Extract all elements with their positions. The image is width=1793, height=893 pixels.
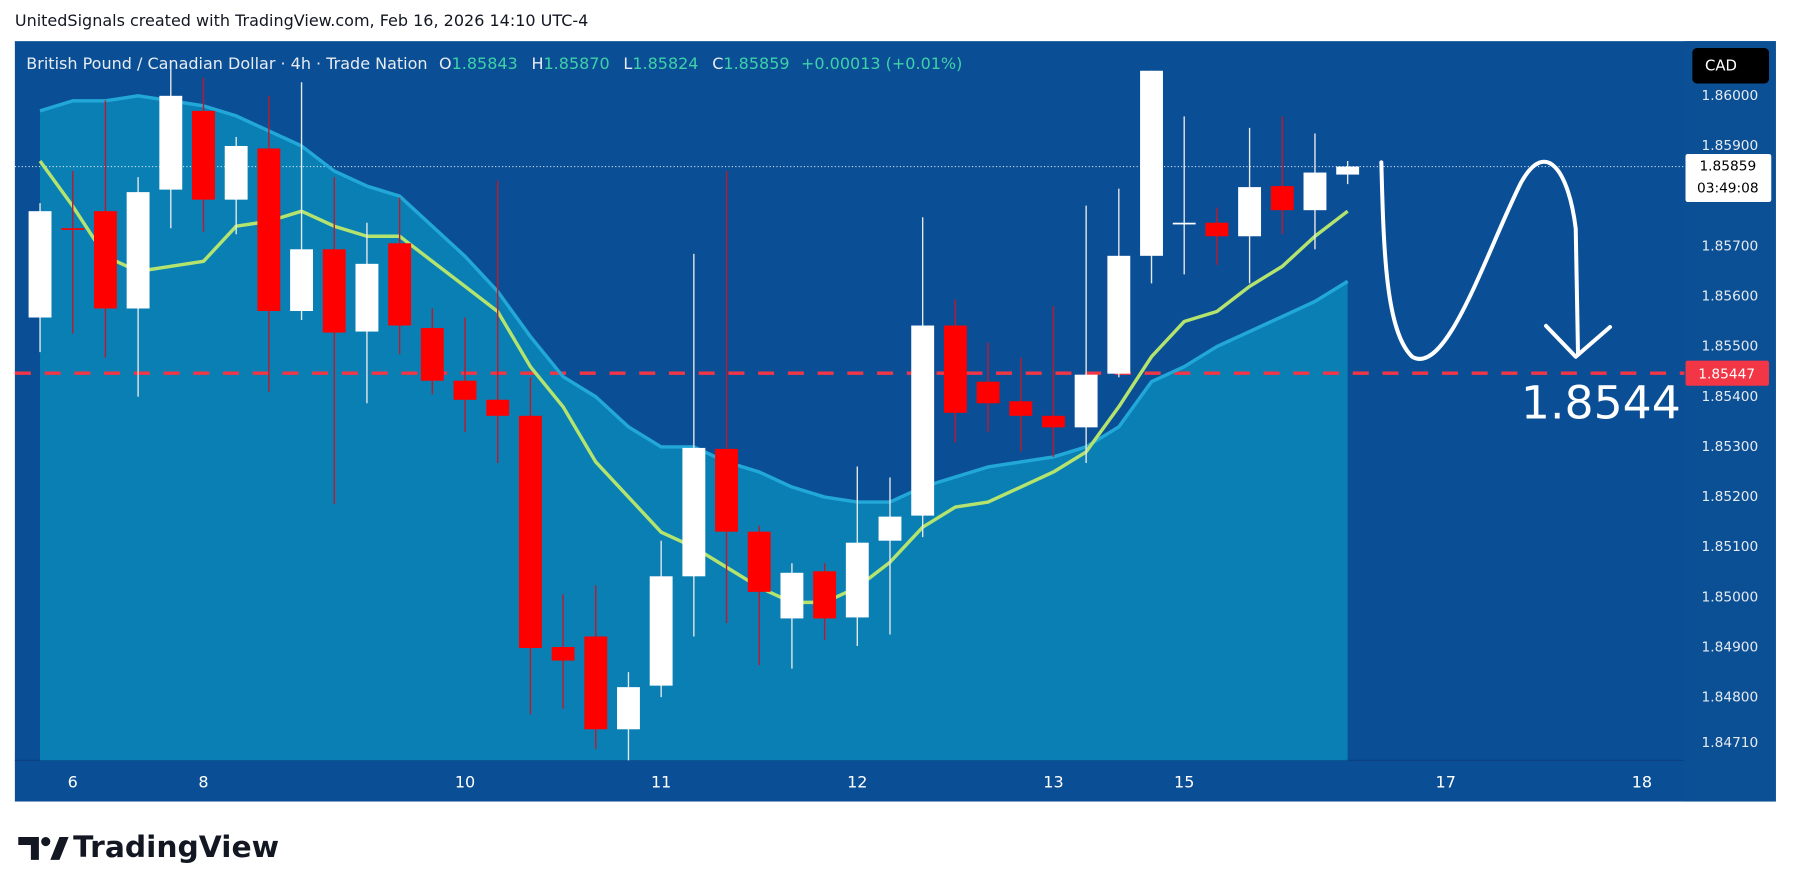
legend-title: British Pound / Canadian Dollar · 4h · T… (26, 54, 427, 73)
logo-shape (18, 836, 39, 860)
brand-logo: TradingView (18, 830, 279, 865)
candle-body (453, 380, 477, 400)
candle-body (257, 148, 281, 311)
y-tick-label: 1.85500 (1702, 339, 1759, 355)
candle-body (290, 249, 314, 311)
x-tick-label: 18 (1632, 773, 1652, 792)
candle-body (715, 448, 738, 532)
candle-body (911, 325, 935, 516)
legend-value: 1.85870 (544, 54, 610, 73)
candle-body (1074, 374, 1098, 428)
candle-body (61, 228, 85, 230)
candle-body (943, 325, 967, 413)
candle-body (355, 263, 379, 332)
currency-button[interactable] (1692, 48, 1769, 84)
candle-body (126, 192, 150, 309)
candle-body (192, 110, 215, 200)
candle-body (224, 145, 248, 200)
candle-body (780, 572, 804, 619)
candle-body (1042, 415, 1065, 428)
drawing-arrowhead (1544, 323, 1613, 359)
candle-body (617, 687, 640, 730)
y-tick-label: 1.85700 (1702, 238, 1759, 254)
x-tick-label: 17 (1436, 773, 1456, 792)
candle-body (682, 447, 706, 577)
y-tick-label: 1.85100 (1702, 539, 1759, 555)
candle-body (976, 381, 1000, 404)
candle-body (1270, 186, 1294, 211)
currency-label[interactable]: CAD (1705, 56, 1737, 74)
candle-body (388, 243, 412, 326)
x-tick-label: 12 (847, 773, 867, 792)
y-tick-label: 1.85200 (1702, 489, 1759, 505)
level-price-label: 1.85447 (1698, 366, 1755, 382)
candle-body (159, 95, 183, 190)
y-tick-label: 1.86000 (1702, 88, 1759, 104)
candle-body (649, 576, 673, 686)
y-tick-label: 1.84900 (1702, 640, 1759, 656)
last-price-label: 1.85859 (1699, 159, 1756, 175)
y-tick-label: 1.85000 (1702, 589, 1759, 605)
plot-area (14, 62, 1685, 761)
candle-body (1172, 222, 1196, 225)
legend-change: +0.00013 (+0.01%) (801, 54, 962, 73)
candle-body (28, 211, 52, 318)
x-tick-label: 11 (651, 773, 671, 792)
candle-body (322, 249, 346, 333)
y-tick-label: 1.85900 (1702, 138, 1759, 154)
countdown-label: 03:49:08 (1697, 180, 1759, 196)
last-price-box (1685, 153, 1772, 202)
candle-body (518, 415, 542, 649)
legend-value: 1.85824 (632, 54, 698, 73)
header: UnitedSignals created with TradingView.c… (15, 11, 588, 30)
logo-dot (41, 836, 51, 847)
legend-key: O (439, 54, 452, 73)
candle-body (813, 571, 837, 619)
x-tick-label: 8 (198, 773, 208, 792)
candle-body (420, 328, 444, 381)
drawing-arrow (1379, 159, 1581, 361)
legend-value: 1.85859 (723, 54, 789, 73)
candle-body (1303, 172, 1327, 211)
legend-key: L (623, 54, 632, 73)
legend-key: C (712, 54, 723, 73)
candle-body (1238, 187, 1262, 237)
legend: British Pound / Canadian Dollar · 4h · T… (26, 54, 962, 73)
candle-body (1140, 70, 1163, 256)
candle-body (584, 636, 608, 730)
candle-body (93, 211, 117, 309)
candle-body (1009, 401, 1033, 416)
x-tick-label: 15 (1174, 773, 1194, 792)
candle-body (486, 399, 510, 416)
y-tick-label: 1.84800 (1702, 690, 1759, 706)
logo-shape (50, 836, 69, 860)
candle-body (1205, 222, 1229, 237)
level-price-box (1685, 360, 1769, 386)
candle-body (878, 516, 902, 541)
legend-value: 1.85843 (452, 54, 518, 73)
y-tick-label: 1.85600 (1702, 288, 1759, 304)
y-tick-label: 1.85400 (1702, 389, 1759, 405)
candle-body (845, 542, 869, 618)
candle-body (551, 647, 575, 661)
legend-key: H (531, 54, 543, 73)
candle-body (1336, 166, 1360, 175)
candle-body (747, 531, 771, 592)
y-tick-label: 1.84710 (1702, 735, 1759, 751)
y-tick-label: 1.85300 (1702, 439, 1759, 455)
candle-body (1107, 255, 1131, 374)
annotation: 1.8544 (1521, 376, 1681, 429)
brand-name: TradingView (73, 830, 279, 865)
x-tick-label: 6 (68, 773, 78, 792)
x-tick-label: 13 (1043, 773, 1063, 792)
x-tick-label: 10 (455, 773, 475, 792)
